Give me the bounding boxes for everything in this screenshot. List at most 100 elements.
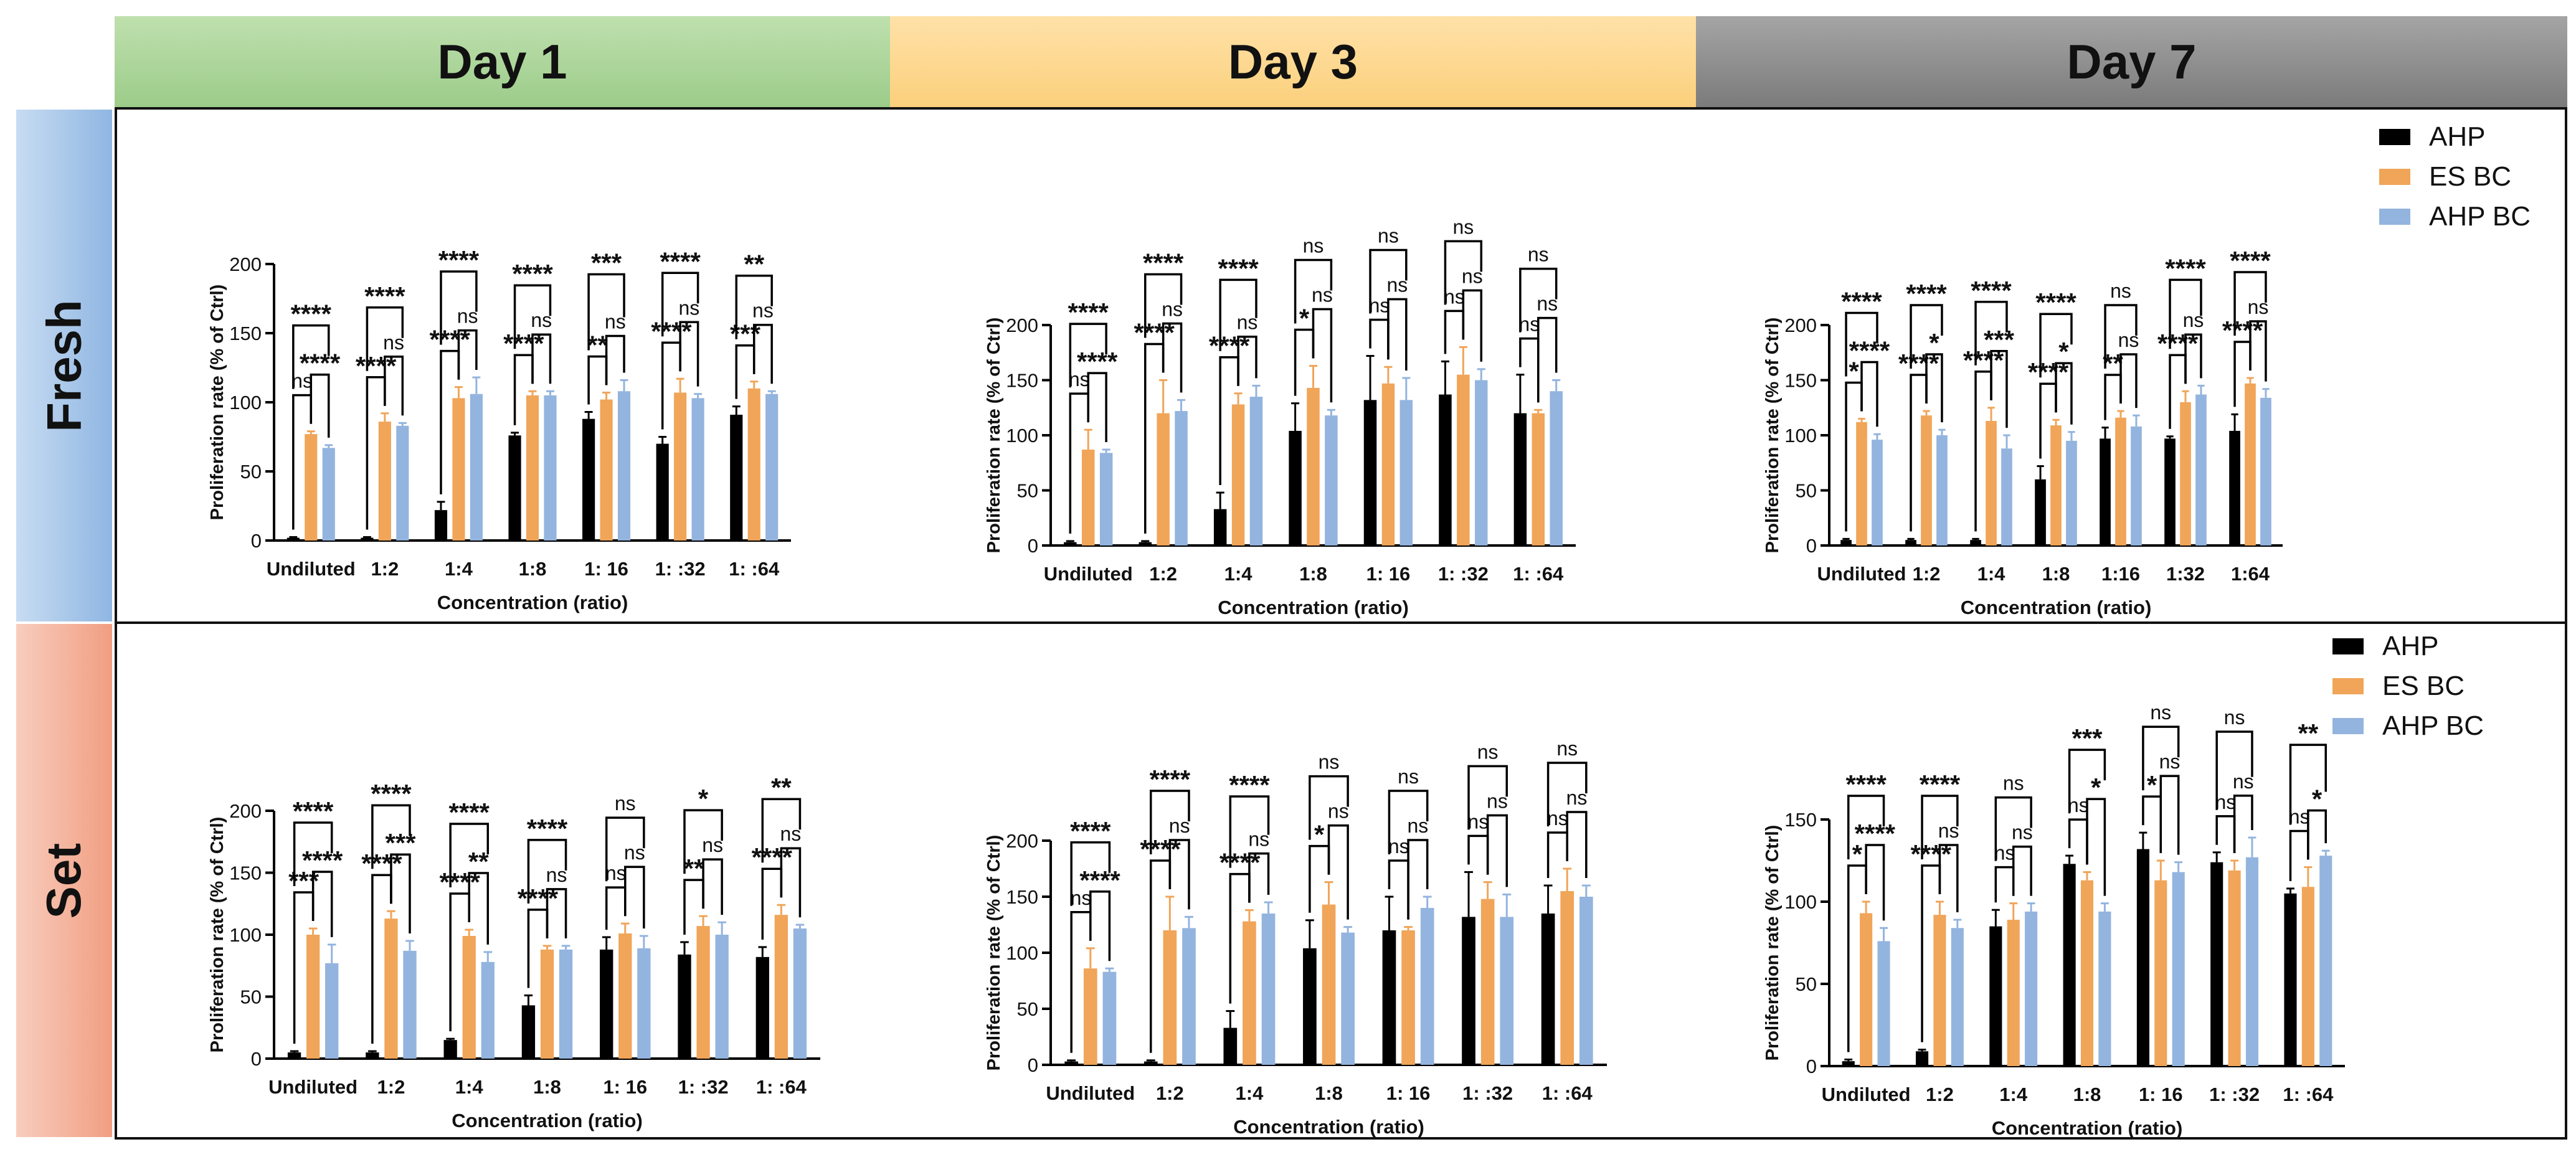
y-tick-label: 150 [1784, 809, 1817, 831]
bar-es-bc [2154, 880, 2167, 1066]
significance-label: ns [1462, 265, 1483, 287]
significance-bracket [1994, 796, 2032, 861]
bar-ahp [2284, 893, 2297, 1066]
y-tick-label: 0 [1028, 535, 1038, 557]
bar-ahp [2100, 438, 2111, 545]
significance-label: **** [1150, 765, 1191, 794]
significance-label: **** [1229, 770, 1270, 800]
bar-ahp-bc [396, 425, 409, 541]
significance-label: ns [1071, 887, 1092, 909]
significance-bracket [735, 274, 773, 339]
significance-label: **** [1068, 298, 1109, 327]
bar-ahp-bc [765, 394, 779, 541]
bar-ahp [1363, 400, 1377, 545]
y-tick-label: 100 [1784, 425, 1817, 446]
significance-label: **** [1218, 253, 1259, 283]
significance-label: * [1314, 820, 1325, 849]
y-tick-label: 100 [1784, 891, 1817, 913]
x-tick-label: 1: 16 [603, 1076, 647, 1098]
significance-bracket [2086, 798, 2106, 896]
bar-es-bc [1986, 420, 1997, 545]
bar-ahp-bc [1579, 897, 1593, 1065]
significance-label: ns [1566, 786, 1588, 809]
bar-es-bc [1322, 904, 1336, 1065]
significance-label: *** [1984, 325, 2015, 354]
significance-label: ** [587, 330, 608, 359]
significance-label: **** [2157, 329, 2199, 358]
significance-bracket [2307, 809, 2327, 860]
significance-label: ns [383, 331, 404, 354]
significance-bracket [1087, 372, 1107, 443]
significance-bracket [1847, 795, 1885, 859]
y-axis-label: Proliferation rate (% of Ctrl) [207, 285, 227, 521]
significance-label: ** [744, 250, 764, 279]
bar-ahp-bc [1877, 941, 1890, 1066]
bar-es-bc [2245, 383, 2256, 545]
significance-label: **** [1079, 866, 1120, 895]
bar-ahp [1970, 540, 1981, 545]
significance-label: ns [1312, 283, 1333, 306]
significance-bracket [293, 821, 333, 887]
significance-label: ns [1452, 215, 1474, 238]
significance-bracket [2289, 829, 2309, 881]
y-tick-label: 200 [1784, 314, 1817, 336]
legend-label-ahp: AHP [2382, 631, 2439, 661]
y-axis-label: Proliferation rate (% of Ctrl) [207, 817, 227, 1053]
significance-label: ns [2289, 806, 2310, 828]
x-axis-label: Concentration (ratio) [452, 1110, 643, 1131]
significance-bracket [1219, 278, 1257, 351]
bar-ahp [2035, 479, 2046, 545]
bar-ahp [1989, 926, 2002, 1066]
significance-bracket [1910, 304, 1943, 369]
significance-label: ns [1388, 835, 1409, 857]
bar-es-bc [1243, 921, 1256, 1065]
significance-label: ns [605, 310, 626, 333]
significance-bracket [2169, 278, 2202, 349]
bar-ahp [521, 1005, 536, 1059]
bar-es-bc [1860, 913, 1873, 1066]
significance-bracket [1294, 258, 1333, 324]
bar-ahp-bc [715, 935, 729, 1059]
x-tick-label: 1:2 [1926, 1084, 1954, 1105]
legend-swatch-es-bc [2332, 678, 2364, 694]
significance-label: ns [1169, 815, 1190, 837]
significance-label: **** [291, 300, 332, 329]
significance-label: ns [1528, 243, 1549, 266]
x-tick-label: 1:4 [1224, 563, 1253, 585]
bar-ahp [2210, 862, 2223, 1066]
x-tick-label: 1:4 [1236, 1082, 1264, 1104]
y-tick-label: 0 [251, 1048, 262, 1070]
x-tick-label: 1: :64 [756, 1076, 807, 1098]
x-tick-label: 1:8 [533, 1076, 561, 1098]
legend-swatch-ahp-bc [2332, 718, 2364, 734]
significance-label: ** [2298, 719, 2319, 748]
significance-bracket [292, 324, 330, 389]
bar-es-bc [2050, 425, 2062, 545]
x-tick-label: 1: :64 [729, 558, 780, 580]
x-tick-label: 1:32 [2166, 563, 2205, 585]
legend-label-es-bc: ES BC [2429, 161, 2512, 192]
column-header-day-1: Day 1 [115, 16, 890, 107]
significance-label: ns [1369, 295, 1390, 317]
legend-set: AHP ES BC AHP BC [2332, 626, 2484, 746]
bar-ahp [2136, 849, 2149, 1066]
x-tick-label: Undiluted [1044, 563, 1133, 585]
significance-bracket [1860, 361, 1878, 427]
bar-ahp-bc [1399, 400, 1413, 545]
bar-es-bc [2180, 402, 2191, 545]
x-tick-label: 1: :32 [2209, 1084, 2260, 1105]
x-tick-label: 1: :32 [678, 1076, 729, 1098]
significance-label: **** [449, 798, 490, 827]
significance-bracket [1069, 323, 1107, 388]
y-tick-label: 200 [229, 800, 262, 822]
bar-ahp [1064, 1061, 1079, 1065]
bar-ahp-bc [617, 391, 631, 541]
significance-label: *** [591, 248, 622, 277]
y-tick-label: 50 [1796, 973, 1817, 995]
x-tick-label: 1: :32 [1462, 1082, 1513, 1104]
bar-ahp [678, 954, 691, 1059]
significance-label: **** [1845, 770, 1887, 799]
bar-ahp-bc [2319, 856, 2332, 1066]
x-tick-label: 1:8 [2042, 563, 2070, 585]
significance-bracket [624, 866, 645, 928]
